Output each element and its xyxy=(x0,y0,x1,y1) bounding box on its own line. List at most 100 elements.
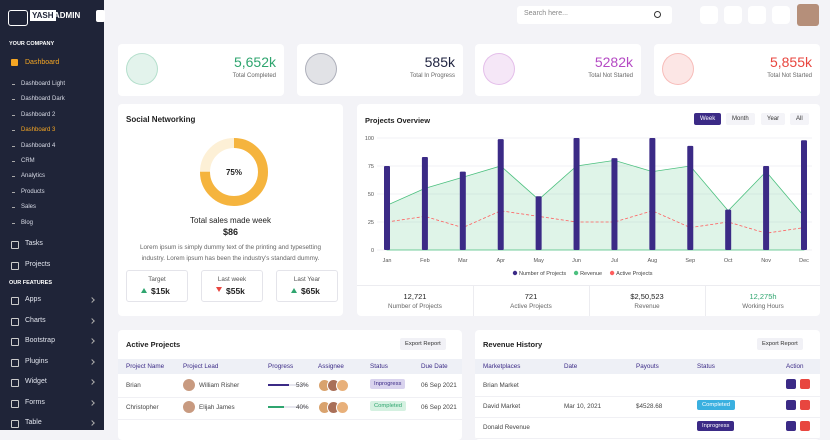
stat-value: 5282k xyxy=(594,54,633,70)
row-divider xyxy=(475,396,820,397)
submenu-dot xyxy=(12,176,15,178)
legend-dot xyxy=(512,270,518,276)
donut-arc xyxy=(200,138,268,206)
submenu-item[interactable]: Analytics xyxy=(21,173,46,180)
submenu-item[interactable]: Dashboard 3 xyxy=(21,127,56,134)
brand-prefix: YASH xyxy=(30,10,56,21)
box-value: $65k xyxy=(301,286,320,296)
legend-label: Active Projects xyxy=(616,271,653,277)
chevron xyxy=(89,317,95,324)
stat-label: Total In Progress xyxy=(409,73,455,79)
column-header: Status xyxy=(370,363,388,370)
social-card: Social Networking 75% Total sales made wee… xyxy=(118,104,343,316)
delete-button[interactable] xyxy=(800,400,810,410)
x-tick-label: Jun xyxy=(572,258,581,264)
cell: Elijah James xyxy=(199,404,235,411)
table-header xyxy=(475,359,820,374)
search-box[interactable]: Search here... xyxy=(517,6,672,24)
brand: ADMIN xyxy=(54,11,81,20)
delete-button[interactable] xyxy=(800,421,810,431)
box-label: Last Year xyxy=(293,276,321,283)
section-label: OUR FEATURES xyxy=(9,280,52,286)
row-divider xyxy=(118,397,462,398)
x-tick-label: Aug xyxy=(647,258,657,264)
description: Lorem ipsum is simply dummy text of the … xyxy=(140,244,321,262)
status-badge: Completed xyxy=(370,401,407,411)
status-badge: Inprogress xyxy=(697,421,735,431)
x-tick-label: Mar xyxy=(458,258,468,264)
progress-bar xyxy=(268,384,290,386)
menu-item[interactable]: Apps xyxy=(25,296,41,303)
x-tick-label: Jan xyxy=(383,258,392,264)
lead-avatar xyxy=(183,379,195,391)
export-button[interactable]: Export Report xyxy=(400,338,446,350)
bar xyxy=(497,139,504,250)
y-tick-label: 25 xyxy=(368,220,374,226)
stat-card: 5282k Total Not Started xyxy=(475,44,641,96)
tab[interactable]: Month xyxy=(726,113,755,125)
submenu-item[interactable]: Dashboard 2 xyxy=(21,111,56,118)
column-header: Project Lead xyxy=(183,363,219,370)
lead-avatar xyxy=(183,401,195,413)
menu-item[interactable]: Charts xyxy=(25,316,46,324)
submenu-item[interactable]: Sales xyxy=(21,204,37,211)
menu-item[interactable]: Widget xyxy=(25,378,47,385)
menu-item[interactable]: Plugins xyxy=(25,357,48,365)
menu-item[interactable]: Table xyxy=(25,419,42,426)
bar xyxy=(459,171,466,250)
edit-button[interactable] xyxy=(786,421,796,431)
export-button[interactable]: Export Report xyxy=(757,338,803,350)
stat-card: 5,652k Total Completed xyxy=(118,44,284,96)
tab[interactable]: Year xyxy=(761,113,786,125)
stat-card: 585k Total In Progress xyxy=(297,44,463,96)
collapse-button[interactable] xyxy=(96,10,105,22)
notification-button[interactable] xyxy=(724,6,742,24)
submenu-dot xyxy=(12,145,15,147)
cell: 06 Sep 2021 xyxy=(421,404,457,411)
menu-item[interactable]: Tasks xyxy=(25,240,43,247)
caption: Total sales made week xyxy=(190,216,271,225)
mail-button[interactable] xyxy=(748,6,766,24)
submenu-item[interactable]: Dashboard Dark xyxy=(21,96,65,103)
chevron xyxy=(89,399,95,406)
theme-button[interactable] xyxy=(700,6,718,24)
tab[interactable]: All xyxy=(790,113,809,125)
active-projects-card: Active Projects Export Report Project Name… xyxy=(118,330,462,440)
avatar[interactable] xyxy=(797,4,819,26)
stat-label: Total Not Started xyxy=(588,73,633,79)
summary-cell xyxy=(589,285,706,316)
edit-button[interactable] xyxy=(786,379,796,389)
bar xyxy=(535,196,542,250)
box-label: Target xyxy=(148,276,166,283)
submenu-item[interactable]: Dashboard Light xyxy=(21,81,66,87)
chevron xyxy=(89,379,95,385)
chevron xyxy=(89,297,95,303)
y-tick-label: 100 xyxy=(365,136,374,142)
search-placeholder: Search here... xyxy=(524,10,568,17)
delete-button[interactable] xyxy=(800,379,810,389)
submenu-item[interactable]: Blog xyxy=(21,219,34,226)
x-tick-label: May xyxy=(533,258,544,264)
menu-item[interactable]: Projects xyxy=(25,261,51,268)
tab[interactable]: Week xyxy=(694,113,722,125)
menu-icon xyxy=(11,379,19,387)
menu-item[interactable]: Forms xyxy=(25,398,45,406)
menu-item-active[interactable]: Dashboard xyxy=(25,59,60,66)
section-label: YOUR COMPANY xyxy=(9,41,55,47)
column-header: Progress xyxy=(268,363,294,370)
card-title: Social Networking xyxy=(126,115,196,124)
y-tick-label: 50 xyxy=(368,192,374,198)
menu-item[interactable]: Bootstrap xyxy=(25,337,55,344)
submenu-item[interactable]: CRM xyxy=(21,158,35,164)
cell: William Risher xyxy=(199,382,240,389)
column-header: Date xyxy=(564,363,578,370)
edit-button[interactable] xyxy=(786,400,796,410)
cell: Donald Revenue xyxy=(483,424,530,431)
progress-label: 53% xyxy=(296,382,309,389)
bar xyxy=(763,166,770,250)
summary-label: Revenue xyxy=(634,303,660,310)
submenu-item[interactable]: Dashboard 4 xyxy=(21,142,56,149)
cart-button[interactable] xyxy=(772,6,790,24)
submenu-item[interactable]: Products xyxy=(21,188,45,195)
menu-icon xyxy=(11,297,19,305)
